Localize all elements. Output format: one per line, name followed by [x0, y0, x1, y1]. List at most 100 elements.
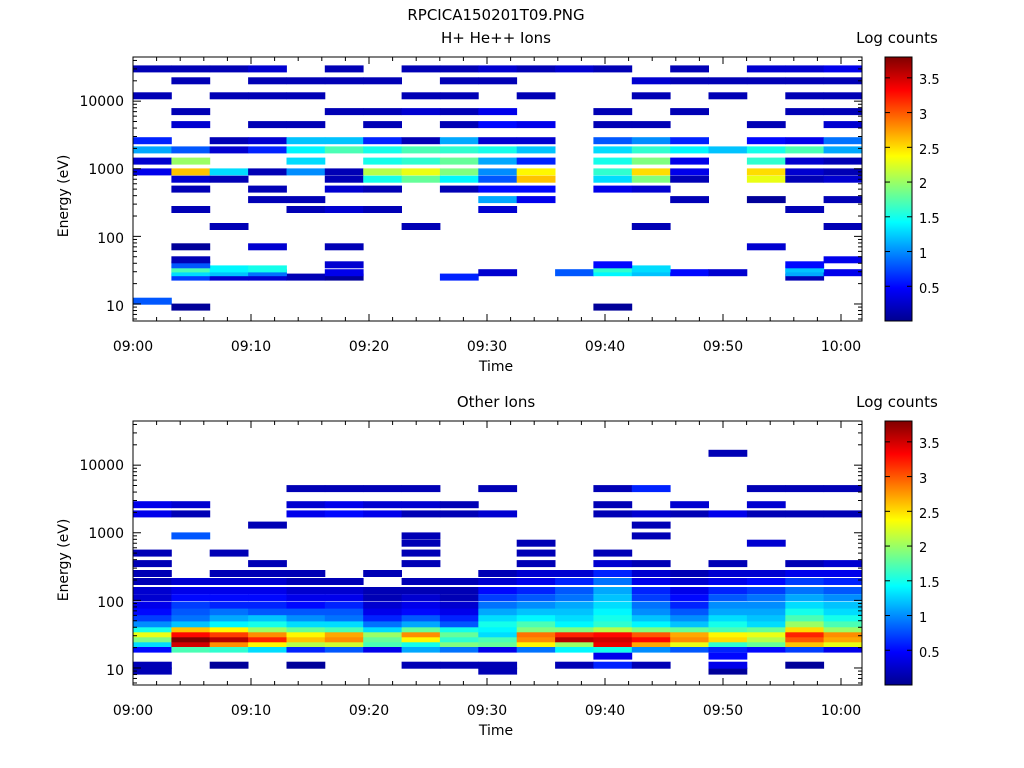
- heatmap-cell: [325, 269, 364, 276]
- heatmap-cell: [785, 146, 824, 153]
- heatmap-cell: [824, 587, 863, 594]
- heatmap-cell: [670, 158, 709, 165]
- heatmap-cell: [478, 137, 517, 144]
- heatmap-cell: [709, 614, 748, 621]
- heatmap-cell: [171, 304, 210, 311]
- heatmap-cell: [363, 608, 402, 615]
- y-axis-label: Energy (eV): [56, 519, 72, 602]
- heatmap-cell: [171, 614, 210, 621]
- heatmap-cell: [670, 578, 709, 585]
- heatmap-cell: [248, 137, 287, 144]
- heatmap-cell: [709, 608, 748, 615]
- heatmap-cell: [593, 570, 632, 577]
- heatmap-cell: [402, 587, 441, 594]
- heatmap-cell: [478, 578, 517, 585]
- heatmap-cell: [517, 587, 556, 594]
- heatmap-cell: [440, 594, 479, 601]
- heatmap-cell: [133, 146, 172, 153]
- colorbar-tick-label: 2.5: [919, 143, 940, 158]
- heatmap-cell: [171, 243, 210, 250]
- heatmap-cell: [785, 137, 824, 144]
- heatmap-cell: [210, 570, 249, 577]
- heatmap-cell: [632, 168, 671, 175]
- y-tick-labels: 10 100 1000 10000: [79, 458, 124, 679]
- heatmap-cell: [402, 108, 441, 115]
- x-tick-label: 09:20: [349, 703, 389, 719]
- heatmap-cell: [593, 653, 632, 660]
- heatmap-cell: [517, 608, 556, 615]
- y-axis-label: Energy (eV): [56, 155, 72, 238]
- heatmap-cell: [248, 570, 287, 577]
- heatmap-cell: [287, 578, 326, 585]
- heatmap-cell: [824, 570, 863, 577]
- heatmap-cell: [478, 186, 517, 193]
- heatmap-cell: [248, 587, 287, 594]
- heatmap-cell: [632, 121, 671, 128]
- heatmap-cell: [248, 578, 287, 585]
- heatmap-cell: [210, 146, 249, 153]
- heatmap-cell: [632, 158, 671, 165]
- heatmap-cell: [747, 510, 786, 517]
- heatmap-cell: [632, 510, 671, 517]
- heatmap-cell: [325, 608, 364, 615]
- heatmap-cell: [402, 168, 441, 175]
- y-tick-labels: 10 100 1000 10000: [79, 94, 124, 315]
- heatmap-cell: [670, 269, 709, 276]
- heatmap-cell: [402, 550, 441, 557]
- heatmap-cell: [593, 168, 632, 175]
- heatmap-cell: [248, 594, 287, 601]
- heatmap-cells: [133, 65, 862, 310]
- heatmap-cell: [363, 176, 402, 183]
- heatmap-cell: [517, 186, 556, 193]
- heatmap-cell: [363, 158, 402, 165]
- heatmap-cell: [325, 176, 364, 183]
- x-tick-label: 09:10: [231, 703, 271, 719]
- heatmap-cell: [517, 570, 556, 577]
- heatmap-cell: [210, 137, 249, 144]
- heatmap-cell: [363, 77, 402, 84]
- heatmap-cell: [402, 614, 441, 621]
- heatmap-cell: [171, 587, 210, 594]
- colorbar-tick-label: 3: [919, 108, 927, 123]
- heatmap-cell: [171, 532, 210, 539]
- heatmap-cell: [517, 540, 556, 547]
- heatmap-cell: [632, 602, 671, 609]
- heatmap-cell: [785, 158, 824, 165]
- heatmap-cell: [325, 65, 364, 72]
- heatmap-cell: [478, 269, 517, 276]
- heatmap-cell: [133, 501, 172, 508]
- heatmap-cell: [824, 158, 863, 165]
- y-tick-label: 100: [97, 231, 124, 247]
- heatmap-cell: [287, 137, 326, 144]
- x-axis-label: Time: [478, 359, 513, 375]
- heatmap-cell: [824, 256, 863, 263]
- heatmap-cell: [785, 560, 824, 567]
- heatmap-cell: [709, 662, 748, 669]
- heatmap-cell: [824, 108, 863, 115]
- heatmap-cell: [325, 137, 364, 144]
- heatmap-cell: [210, 602, 249, 609]
- heatmap-cell: [402, 540, 441, 547]
- heatmap-cell: [593, 108, 632, 115]
- heatmap-cell: [171, 176, 210, 183]
- heatmap-cell: [632, 137, 671, 144]
- heatmap-cell: [709, 450, 748, 457]
- heatmap-cell: [325, 602, 364, 609]
- heatmap-cell: [593, 587, 632, 594]
- heatmap-cell: [632, 77, 671, 84]
- heatmap-cell: [478, 510, 517, 517]
- heatmap-cell: [248, 186, 287, 193]
- heatmap-cell: [287, 168, 326, 175]
- colorbar-tick-label: 0.5: [919, 282, 940, 297]
- heatmap-cell: [478, 196, 517, 203]
- heatmap-cell: [171, 608, 210, 615]
- heatmap-cell: [248, 92, 287, 99]
- heatmap-cell: [440, 274, 479, 281]
- heatmap-cell: [747, 602, 786, 609]
- colorbar-tick-label: 1: [919, 611, 927, 626]
- heatmap-cell: [363, 501, 402, 508]
- colorbar-tick-label: 2.5: [919, 507, 940, 522]
- x-tick-labels: 09:00 09:10 09:20 09:30 09:40 09:50 10:0…: [113, 339, 861, 355]
- heatmap-cell: [325, 578, 364, 585]
- heatmap-cell: [747, 614, 786, 621]
